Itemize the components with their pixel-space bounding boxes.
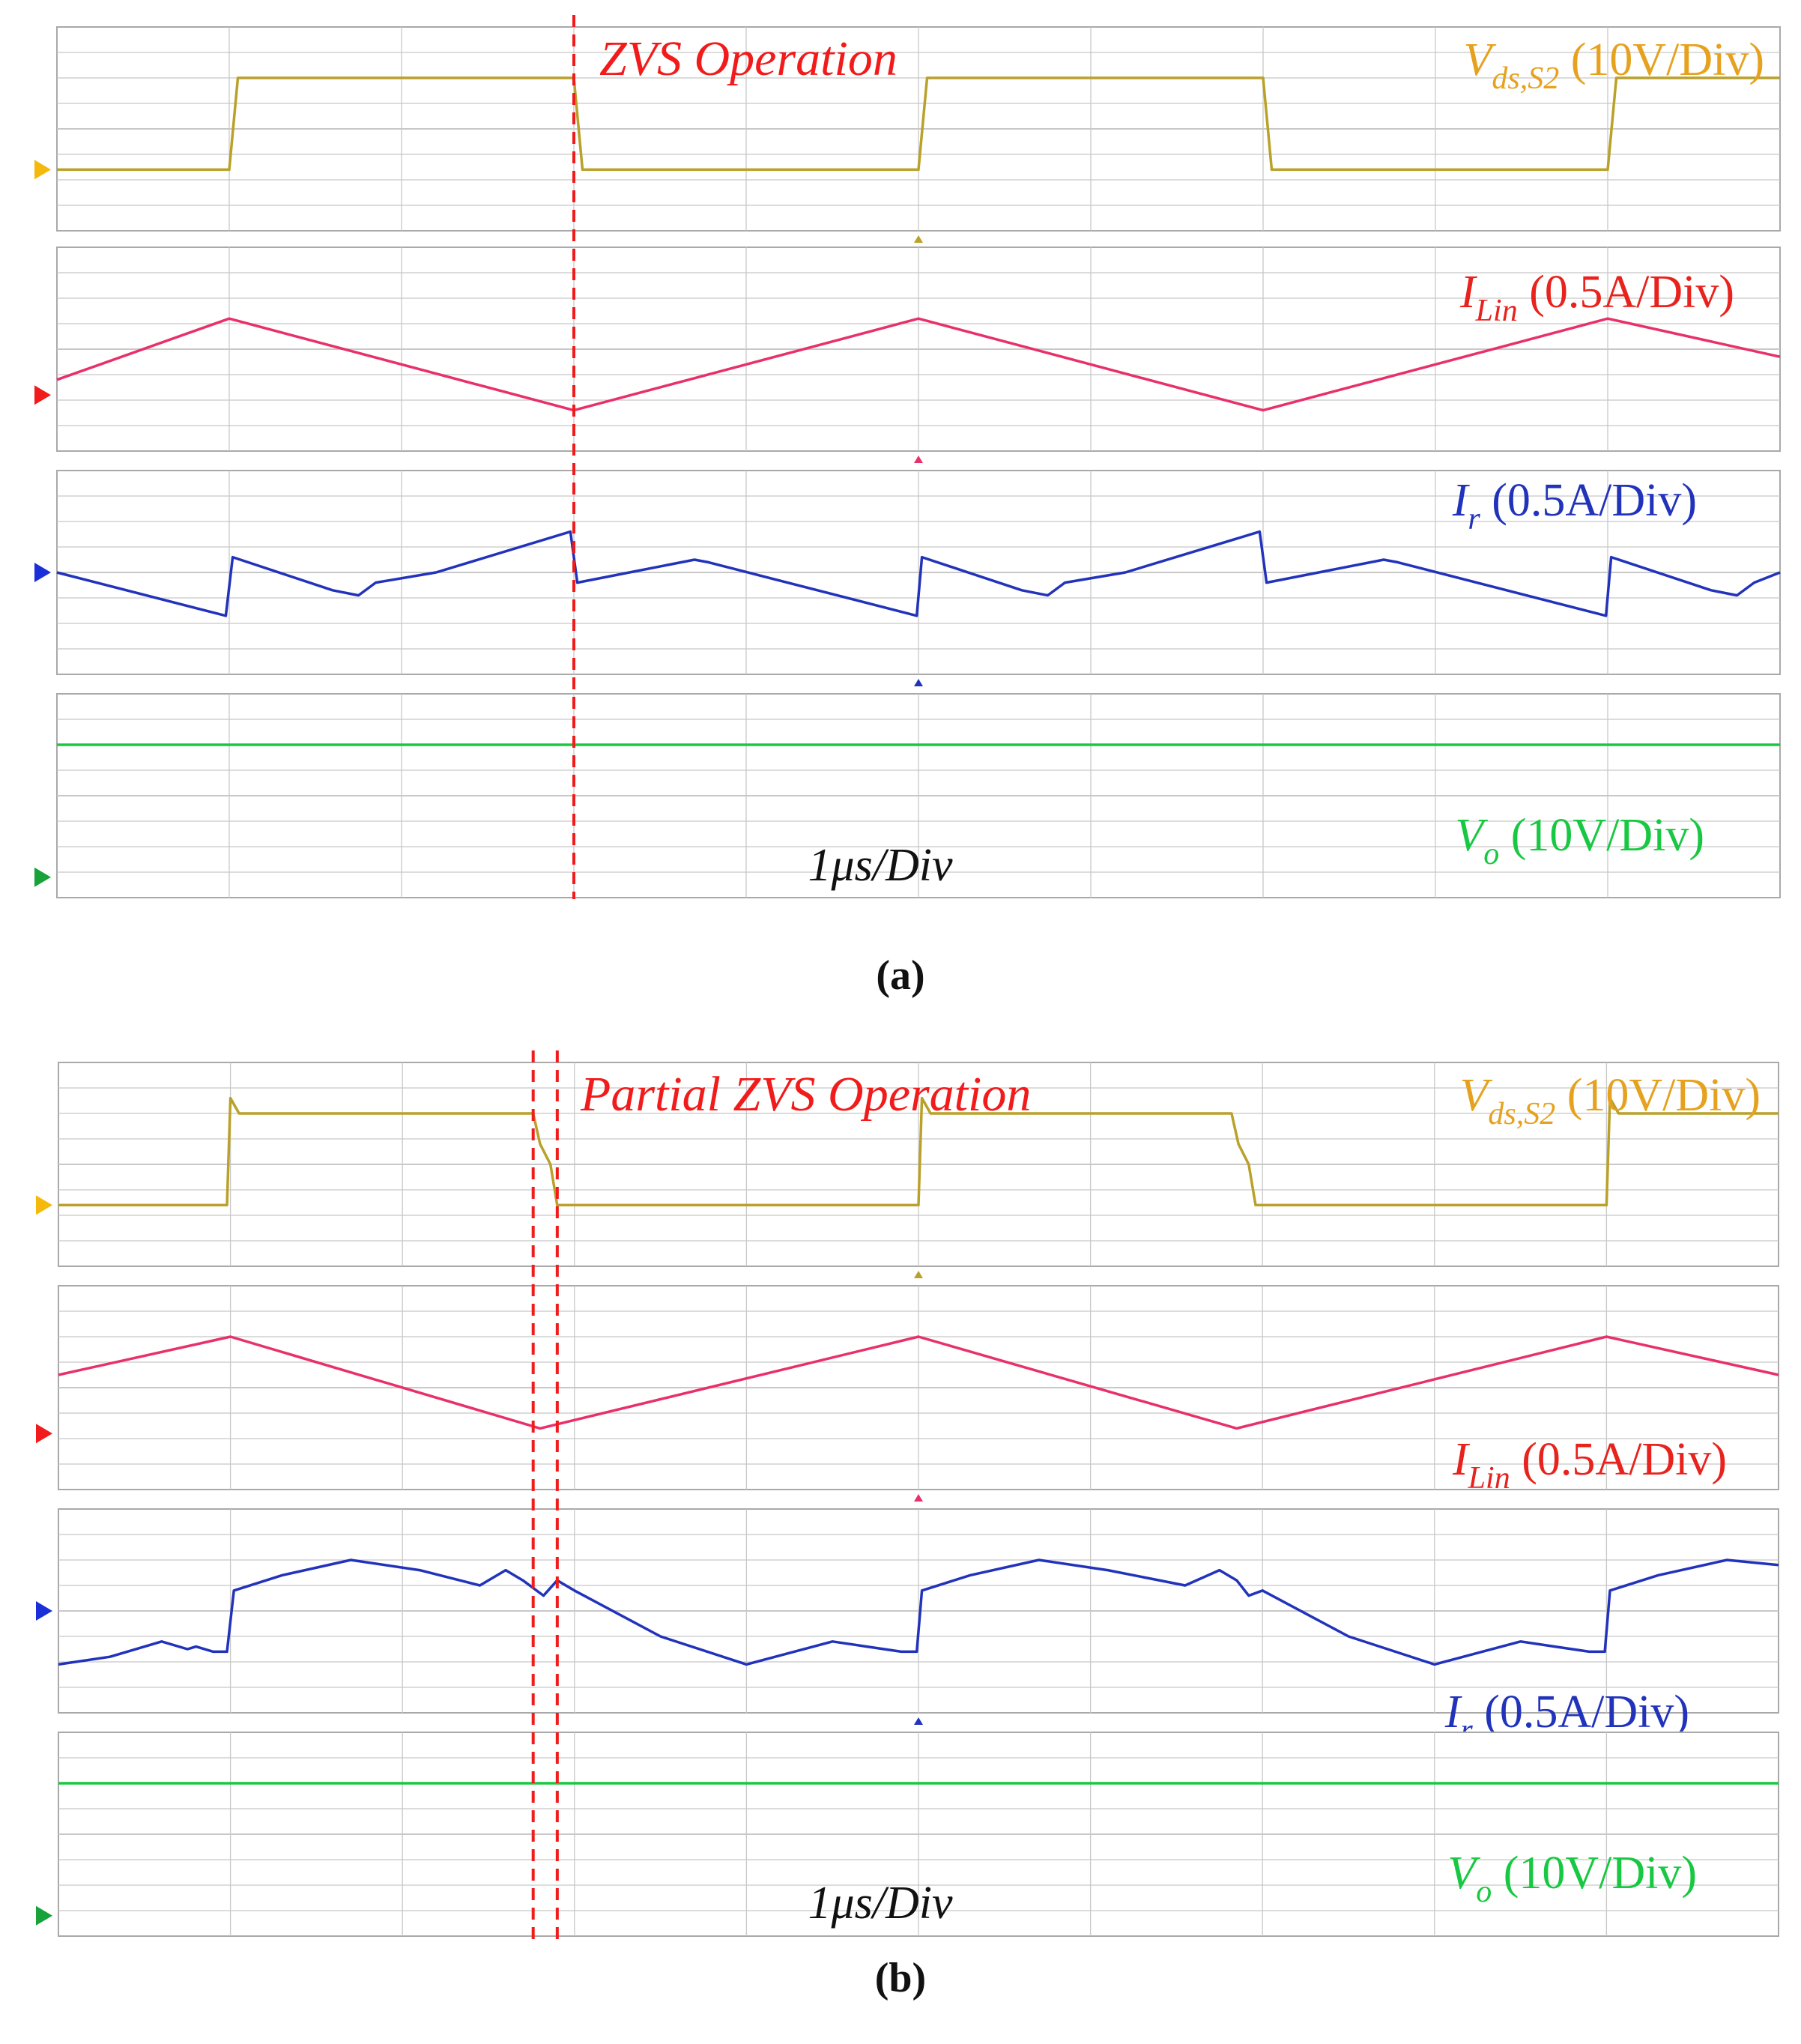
channel-label: Vo (10V/Div) — [1447, 1848, 1697, 1909]
waveform-vds — [58, 1096, 1779, 1207]
channel-marker-icon — [36, 1905, 52, 1926]
channel-label: Vds,S2 (10V/Div) — [1463, 34, 1764, 96]
channel-v-ds-s2: Vds,S2 (10V/Div) — [36, 1062, 1779, 1278]
timebase-label: 1μs/Div — [808, 1878, 953, 1929]
channel-v-ds-s2: Vds,S2 (10V/Div) — [34, 26, 1781, 243]
channel-marker-icon — [34, 867, 51, 887]
waveform-ilin — [58, 1335, 1779, 1430]
channel-label: ILin (0.5A/Div) — [1452, 1434, 1727, 1496]
channel-marker-icon — [36, 1424, 52, 1444]
waveform-ir — [56, 530, 1781, 617]
channel-i-lin: ILin (0.5A/Div) — [36, 1285, 1779, 1502]
channel-label: Vo (10V/Div) — [1455, 810, 1704, 871]
channel-i-r: Ir (0.5A/Div) — [34, 470, 1781, 686]
waveform-vds — [57, 76, 1780, 172]
channel-marker-icon — [36, 1601, 52, 1621]
channel-label: Ir (0.5A/Div) — [1444, 1687, 1689, 1748]
channel-marker-icon — [34, 160, 51, 180]
annotation-label: ZVS Operation — [599, 31, 898, 86]
channel-label: Ir (0.5A/Div) — [1452, 475, 1697, 536]
trigger-marker-icon — [914, 235, 923, 243]
panel-b: Vds,S2 (10V/Div) ILin (0.5A/Div) Ir (0.5A/… — [36, 1050, 1779, 2001]
trigger-marker-icon — [914, 679, 923, 686]
timebase-label: 1μs/Div — [808, 840, 953, 891]
channel-i-lin: ILin (0.5A/Div) — [34, 247, 1781, 463]
trigger-marker-icon — [914, 1271, 923, 1278]
waveform-ilin — [56, 317, 1781, 412]
waveform-ir — [58, 1558, 1779, 1666]
channel-label: ILin (0.5A/Div) — [1459, 267, 1734, 328]
annotation-label: Partial ZVS Operation — [580, 1067, 1031, 1122]
channel-v-o: Vo (10V/Div) — [34, 693, 1781, 898]
trigger-marker-icon — [914, 456, 923, 463]
panel-caption: (b) — [875, 1955, 926, 2001]
channel-marker-icon — [34, 385, 51, 405]
channel-i-r: Ir (0.5A/Div) — [36, 1508, 1779, 1748]
panel-caption: (a) — [876, 952, 924, 999]
channel-v-o: Vo (10V/Div) — [36, 1732, 1779, 1937]
channel-marker-icon — [36, 1195, 52, 1215]
channel-marker-icon — [34, 563, 51, 582]
trigger-marker-icon — [914, 1717, 923, 1725]
panel-a: Vds,S2 (10V/Div) ILin (0.5A/Div) Ir (0.5A/… — [34, 15, 1781, 999]
channel-label: Vds,S2 (10V/Div) — [1459, 1070, 1761, 1131]
trigger-marker-icon — [914, 1494, 923, 1502]
